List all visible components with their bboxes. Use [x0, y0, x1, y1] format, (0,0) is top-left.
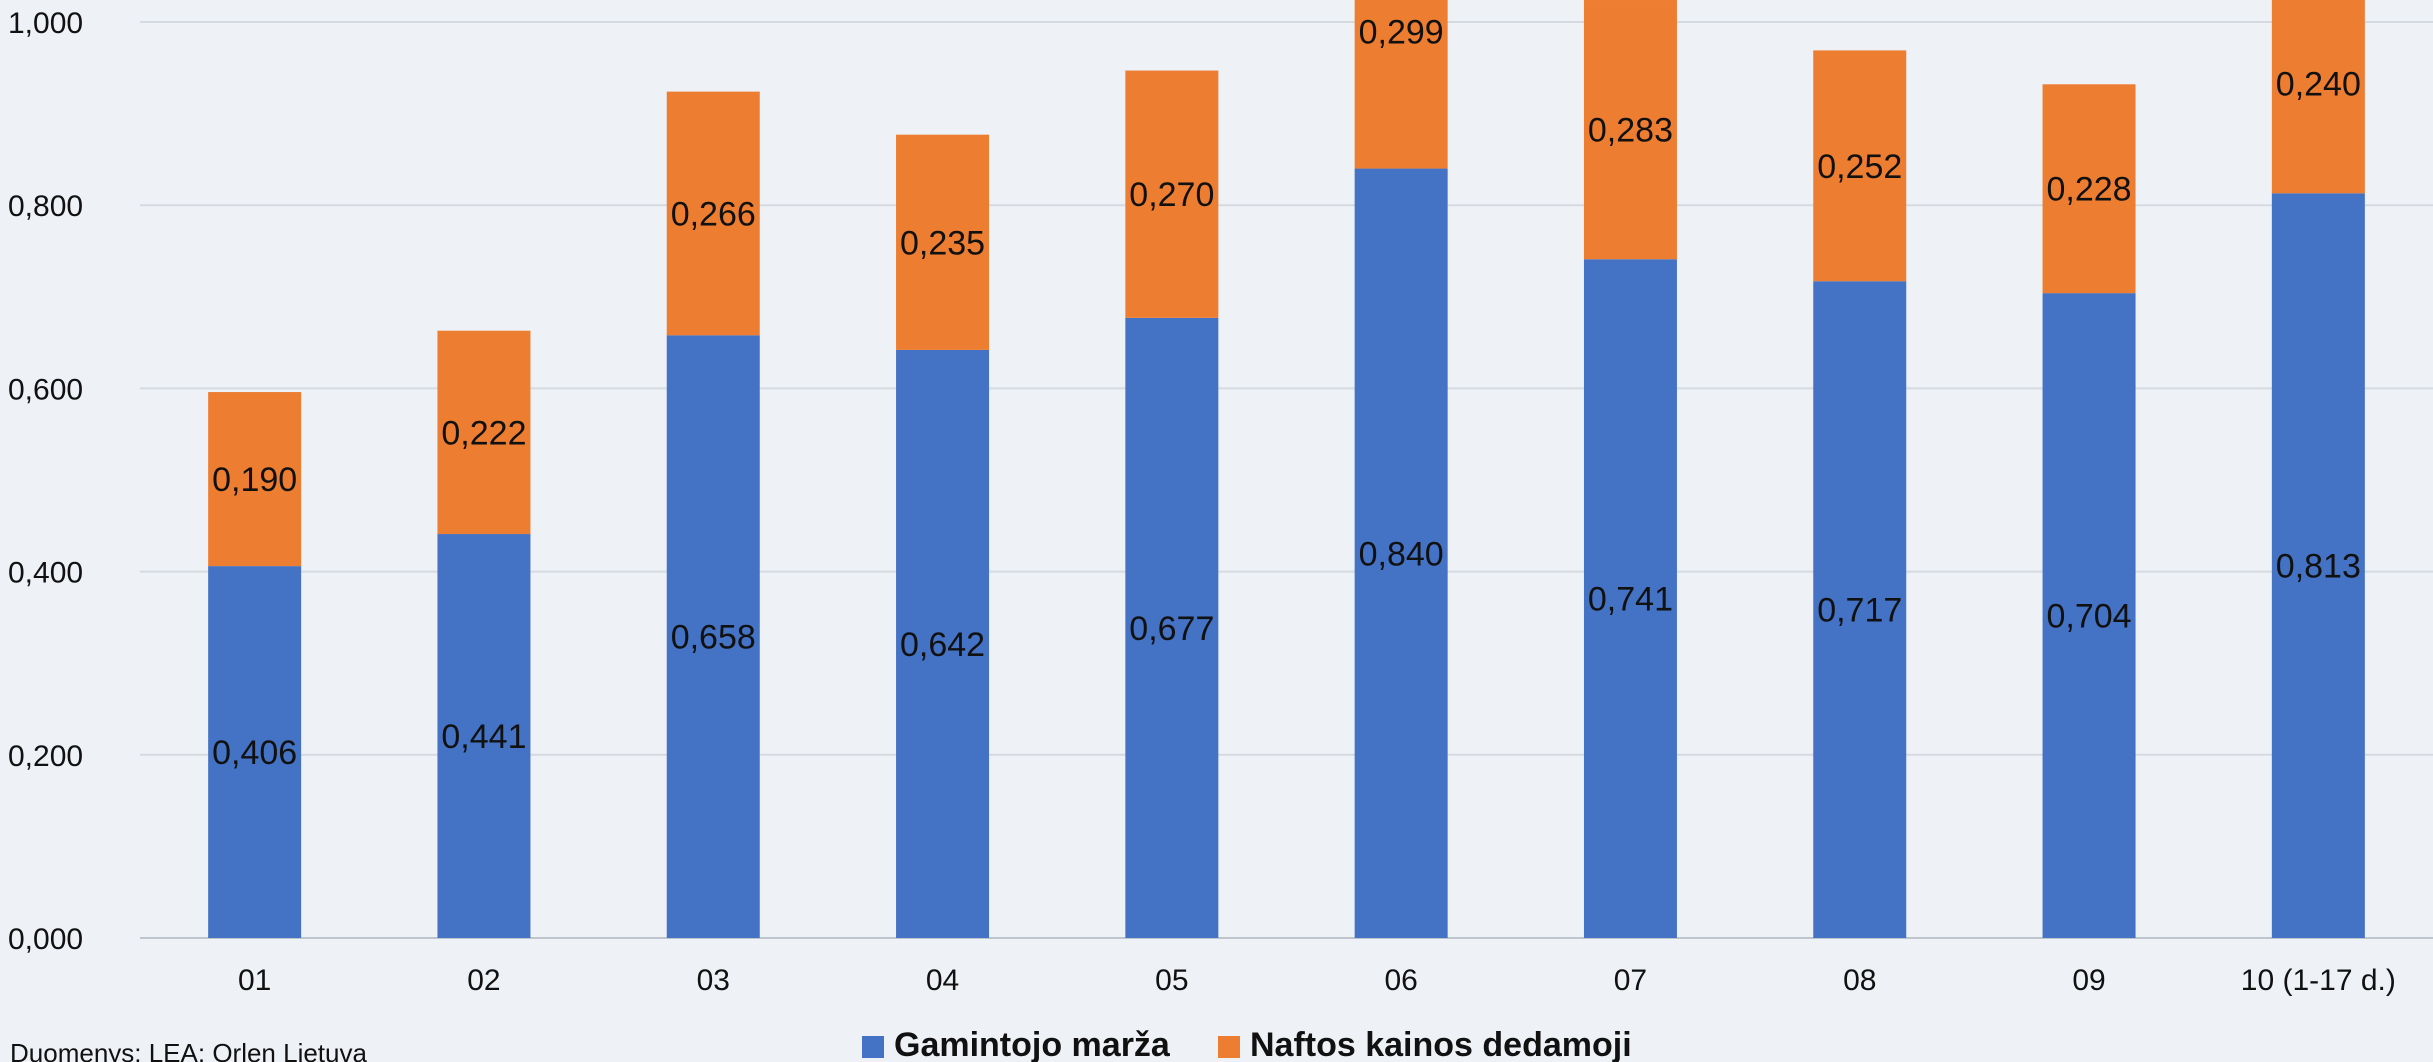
source-note: Duomenys: LEA; Orlen Lietuva — [10, 1038, 367, 1062]
bar-segment — [2042, 84, 2136, 294]
data-label: 0,240 — [2276, 65, 2361, 103]
bar-segment — [1354, 0, 1448, 169]
bar-segment — [896, 349, 990, 939]
x-tick-label: 05 — [1155, 964, 1188, 997]
data-labels: 0,406 0,190 0,441 0,222 0,658 0,266 0,642 0,235… — [212, 14, 2361, 772]
data-label: 0,406 — [212, 734, 297, 772]
data-label: 0,235 — [900, 224, 985, 262]
bar-segment — [1583, 0, 1677, 260]
bar-segment — [2042, 293, 2136, 938]
bar-segment — [208, 392, 302, 567]
y-tick-label: 1,000 — [8, 7, 83, 40]
bar-segment — [1583, 259, 1677, 938]
bar-segment — [437, 330, 531, 535]
bar-segment — [1813, 281, 1907, 938]
bar-segment — [1125, 70, 1219, 318]
bar-segment — [666, 91, 760, 336]
y-axis-ticks: 0,000 0,200 0,400 0,600 0,800 1,000 — [8, 7, 83, 956]
bar-segment — [2271, 0, 2365, 194]
data-label: 0,813 — [2276, 548, 2361, 586]
data-label: 0,190 — [212, 461, 297, 499]
bar-segment — [896, 134, 990, 350]
y-tick-label: 0,200 — [8, 740, 83, 773]
x-axis-ticks: 01 02 03 04 05 06 07 08 09 10 (1-17 d.) — [238, 964, 2396, 997]
data-label: 0,741 — [1588, 581, 1673, 619]
x-tick-label: 01 — [238, 964, 271, 997]
y-tick-label: 0,000 — [8, 923, 83, 956]
bar-segment — [1125, 317, 1219, 938]
bar-segment — [1813, 50, 1907, 282]
bar-segment — [666, 335, 760, 939]
bars — [208, 0, 2365, 939]
data-label: 0,658 — [671, 619, 756, 657]
legend-swatch — [1218, 1036, 1240, 1058]
data-label: 0,840 — [1359, 535, 1444, 573]
x-tick-label: 03 — [697, 964, 730, 997]
y-tick-label: 0,400 — [8, 557, 83, 590]
legend-label: Naftos kainos dedamoji — [1250, 1026, 1632, 1062]
bar-segment — [2271, 193, 2365, 939]
data-label: 0,441 — [441, 718, 526, 756]
data-label: 0,252 — [1817, 148, 1902, 186]
x-tick-label: 10 (1-17 d.) — [2241, 964, 2396, 997]
data-label: 0,228 — [2047, 171, 2132, 209]
data-label: 0,299 — [1359, 14, 1444, 52]
x-tick-label: 06 — [1384, 964, 1417, 997]
x-tick-label: 09 — [2072, 964, 2105, 997]
bar-segment — [208, 566, 302, 938]
bar-segment — [1354, 168, 1448, 938]
data-label: 0,704 — [2047, 598, 2132, 636]
x-tick-label: 02 — [467, 964, 500, 997]
x-tick-label: 07 — [1614, 964, 1647, 997]
data-label: 0,642 — [900, 626, 985, 664]
data-label: 0,283 — [1588, 112, 1673, 150]
data-label: 0,677 — [1129, 610, 1214, 648]
y-tick-label: 0,800 — [8, 190, 83, 223]
x-tick-label: 08 — [1843, 964, 1876, 997]
x-tick-label: 04 — [926, 964, 959, 997]
data-label: 0,222 — [441, 414, 526, 452]
y-tick-label: 0,600 — [8, 373, 83, 406]
data-label: 0,270 — [1129, 176, 1214, 214]
legend: Gamintojo marža Naftos kainos dedamoji — [862, 1026, 1632, 1062]
legend-label: Gamintojo marža — [894, 1026, 1171, 1062]
bar-segment — [437, 534, 531, 938]
data-label: 0,266 — [671, 195, 756, 233]
data-label: 0,717 — [1817, 592, 1902, 630]
legend-swatch — [862, 1036, 884, 1058]
